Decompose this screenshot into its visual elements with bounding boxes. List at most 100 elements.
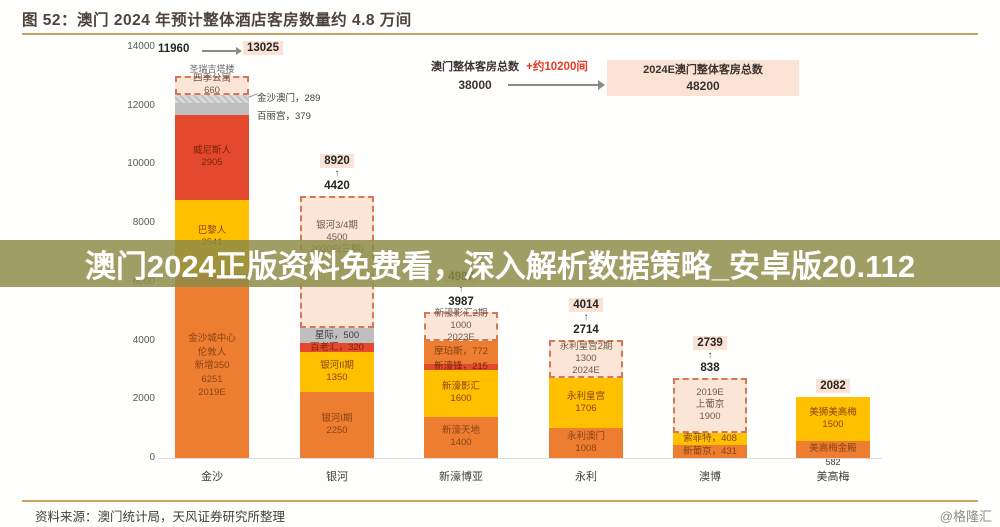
bar-segment: 索菲特，408 xyxy=(673,433,747,446)
current-value: 4420 xyxy=(324,180,350,193)
figure-title: 图 52：澳门 2024 年预计整体酒店客房数量约 4.8 万间 xyxy=(22,12,412,29)
jinsha-arrow xyxy=(202,50,238,52)
y-axis-tick-label: 4000 xyxy=(132,334,155,346)
flow-2024e-total-box: 2024E澳门整体客房总数 48200 xyxy=(607,60,799,96)
title-rule xyxy=(22,33,978,35)
y-axis-tick-label: 14000 xyxy=(127,41,155,52)
plaza-side-label: 百丽宫，379 xyxy=(257,111,311,122)
category-label: 美高梅 xyxy=(816,471,850,483)
up-arrow-icon: ↑ xyxy=(458,283,464,295)
up-arrow-icon: ↑ xyxy=(707,349,713,361)
stacked-bar: 永利澳门 1008 永利皇宫 1706 永利皇宫2期 1300 2024E xyxy=(549,340,623,458)
bar-segment: 威尼斯人 2905 xyxy=(175,114,249,200)
segment-label: 新葡京，431 xyxy=(683,445,737,457)
stacked-bar: 新葡京，431 索菲特，408 2019E 上葡京 1900 xyxy=(673,377,747,458)
stacked-bar: 美高梅金殿 美狮美高梅 1500 xyxy=(796,396,870,458)
up-arrow-icon: ↑ xyxy=(583,312,589,324)
promo-overlay-banner: 澳门2024正版资料免费看，深入解析数据策略_安卓版20.112 xyxy=(0,240,1000,287)
bar-value-annotation: 2739 ↑ 838 xyxy=(655,335,765,374)
target-value: 4014 xyxy=(569,298,603,313)
bar-segment: 新濠影汇 1600 xyxy=(424,369,498,417)
bar-segment: 金沙城中心 伦敦人 新增350 6251 2019E xyxy=(175,274,249,458)
target-value: 2082 xyxy=(816,378,850,393)
up-arrow-icon: ↑ xyxy=(334,168,340,180)
bar-segment: 摩珀斯，772 xyxy=(424,340,498,364)
watermark-gelonghui: @格隆汇 xyxy=(939,509,992,524)
bar-segment: 新濠影汇2期 1000 2023E xyxy=(424,308,498,343)
sands-macao-side-label: 金沙澳门，289 xyxy=(257,93,321,104)
bar-segment: 永利澳门 1008 xyxy=(549,428,623,458)
flow-increase-label: +约10200间 xyxy=(526,61,588,73)
target-value: 8920 xyxy=(320,154,354,169)
bar-segment: 新葡京，431 xyxy=(673,445,747,458)
data-source-note: 资料来源：澳门统计局，天风证券研究所整理 xyxy=(35,510,286,524)
segment-label: 索菲特，408 xyxy=(683,433,737,445)
bar-segment: 星际，500 xyxy=(300,328,374,343)
y-axis-tick-label: 0 xyxy=(149,452,155,463)
flow-2024e-label: 2024E澳门整体客房总数 xyxy=(643,63,763,76)
segment-label: 金沙城中心 伦敦人 新增350 6251 2019E xyxy=(188,333,236,399)
flow-arrow xyxy=(508,84,600,86)
segment-label: 百老汇，320 xyxy=(310,341,364,353)
promo-overlay-text: 澳门2024正版资料免费看，深入解析数据策略_安卓版20.112 xyxy=(84,249,916,284)
y-axis-tick-label: 8000 xyxy=(132,217,155,229)
y-axis-tick-label: 10000 xyxy=(127,158,155,170)
flow-2024e-value: 48200 xyxy=(686,78,720,93)
segment-label: 永利皇宫 1706 xyxy=(566,391,605,415)
flow-current-value: 38000 xyxy=(458,78,492,92)
jinsha-arrow-head-icon xyxy=(236,47,242,55)
segment-label: 美狮美高梅 1500 xyxy=(809,406,857,430)
bar-value-annotation: 8920 ↑ 4420 xyxy=(282,154,392,192)
bar-segment: 新濠天地 1400 xyxy=(424,416,498,458)
bar-segment: 永利皇宫 1706 xyxy=(549,378,623,429)
category-label: 金沙 xyxy=(201,471,223,483)
segment-label: 新濠影汇2期 1000 2023E xyxy=(434,308,488,344)
bar-value-annotation: 2082 xyxy=(778,378,888,393)
bar-segment xyxy=(175,95,249,104)
bar-segment: 2019E 上葡京 1900 xyxy=(673,377,747,434)
st-regis-note: 圣瑞吉塔楼 xyxy=(189,64,235,74)
segment-label: 四季公寓 660 xyxy=(192,73,231,97)
y-axis-tick-label: 12000 xyxy=(127,99,155,111)
bar-segment: 银河I期 2250 xyxy=(300,391,374,458)
segment-label: 摩珀斯，772 xyxy=(434,346,488,358)
current-value: 3987 xyxy=(448,295,474,308)
current-value: 838 xyxy=(700,361,720,374)
segment-label: 新濠锋，215 xyxy=(434,360,488,372)
bar-segment: 新濠锋，215 xyxy=(424,360,498,372)
segment-label: 银河II期 1350 xyxy=(320,360,354,384)
category-label: 澳博 xyxy=(699,471,721,483)
segment-label: 永利皇宫2期 1300 2024E xyxy=(559,341,613,377)
segment-label: 美高梅金殿 xyxy=(809,443,857,455)
bar-segment: 四季公寓 660 xyxy=(175,73,249,97)
current-value: 2714 xyxy=(573,324,599,337)
jinsha-current-value: 11960 xyxy=(158,43,190,55)
flow-current-label: 澳门整体客房总数 xyxy=(431,61,519,73)
bar-value-annotation: 4014 ↑ 2714 xyxy=(531,298,641,336)
bar-segment: 银河II期 1350 xyxy=(300,352,374,392)
jinsha-target-value: 13025 xyxy=(243,41,283,55)
category-label: 新濠博亚 xyxy=(439,471,483,483)
stacked-bar: 新濠天地 1400 新濠影汇 1600 新濠锋，215 摩珀斯，772 新濠影汇2期 1000… xyxy=(424,308,498,458)
segment-label: 威尼斯人 2905 xyxy=(192,145,231,169)
segment-label: 银河I期 2250 xyxy=(321,412,353,436)
category-label: 永利 xyxy=(575,471,597,483)
segment-label: 2019E 上葡京 1900 xyxy=(695,387,725,423)
segment-label: 星际，500 xyxy=(314,329,360,341)
footer-rule xyxy=(22,500,978,502)
bar-segment: 百老汇，320 xyxy=(300,341,374,353)
segment-label: 永利澳门 1008 xyxy=(566,431,605,455)
flow-current-total: 澳门整体客房总数 38000 xyxy=(423,61,527,92)
category-label: 银河 xyxy=(326,471,348,483)
y-axis-tick-label: 2000 xyxy=(132,393,155,405)
x-axis-line xyxy=(158,458,882,459)
stacked-bar: 银河I期 2250 银河II期 1350 百老汇，320 星际，500 银河3/4期 4500… xyxy=(300,196,374,458)
segment-label: 新濠影汇 1600 xyxy=(441,381,480,405)
target-value: 2739 xyxy=(693,335,727,350)
segment-label: 新濠天地 1400 xyxy=(441,425,480,449)
bar-segment: 美高梅金殿 xyxy=(796,440,870,458)
below-bar-value: 582 xyxy=(825,457,841,467)
bar-segment: 美狮美高梅 1500 xyxy=(796,396,870,441)
bar-segment: 永利皇宫2期 1300 2024E xyxy=(549,340,623,379)
